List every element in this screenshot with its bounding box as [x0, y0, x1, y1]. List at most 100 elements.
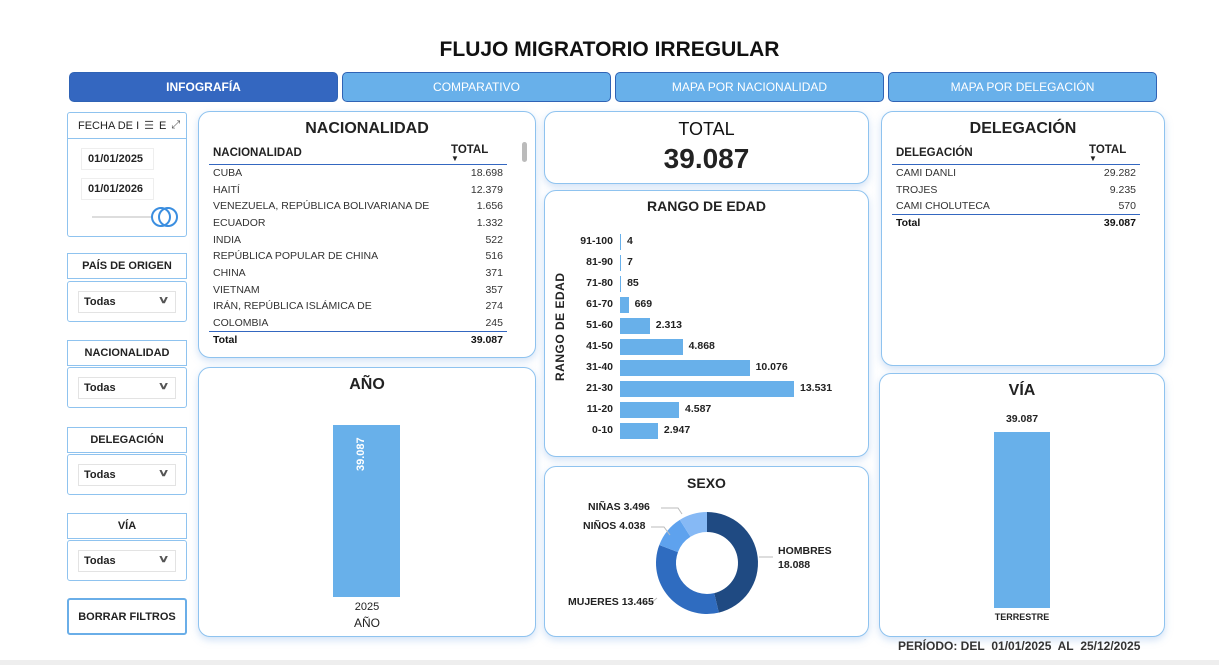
- rango-bar-21-30[interactable]: [620, 381, 794, 397]
- via-dropdown[interactable]: Todas ∨: [78, 550, 176, 572]
- pais-value: Todas: [84, 296, 116, 308]
- chevron-down-icon: ∨: [157, 554, 170, 565]
- end-date-input[interactable]: 01/01/2026: [81, 178, 154, 200]
- nacionalidad-slicer: Todas ∨: [67, 367, 187, 408]
- row-name: ECUADOR: [213, 216, 266, 229]
- start-date-input[interactable]: 01/01/2025: [81, 148, 154, 170]
- col-header-total[interactable]: TOTAL ▼: [1085, 142, 1140, 165]
- table-row[interactable]: HAITÍ 12.379: [209, 181, 507, 198]
- rango-value-label: 4.587: [684, 403, 712, 415]
- table-row[interactable]: VENEZUELA, REPÚBLICA BOLIVARIANA DE 1.656: [209, 198, 507, 215]
- chevron-down-icon: ∨: [157, 468, 170, 479]
- leader-line: [637, 597, 658, 604]
- sort-desc-icon: ▼: [451, 154, 459, 163]
- label-ninas: NIÑAS 3.496: [588, 501, 650, 513]
- rango-tick-label: 11-20: [586, 403, 613, 415]
- total-card: TOTAL 39.087: [544, 111, 869, 184]
- sexo-title: SEXO: [687, 475, 726, 491]
- rango-tick-label: 71-80: [586, 277, 613, 289]
- table-row[interactable]: TROJES 9.235: [892, 181, 1140, 198]
- delegacion-dropdown[interactable]: Todas ∨: [78, 464, 176, 486]
- donut-slice-mujeres[interactable]: [656, 545, 719, 614]
- table-row[interactable]: ECUADOR 1.332: [209, 215, 507, 232]
- donut-slice-hombres[interactable]: [707, 512, 759, 613]
- row-total: 516: [485, 250, 503, 263]
- date-slicer: FECHA DE I ☰ E ⤢ 01/01/2025 01/01/2026: [67, 112, 187, 237]
- periodo-start: 01/01/2025: [991, 639, 1052, 653]
- tab-mapa-delegacion[interactable]: MAPA POR DELEGACIÓN: [888, 72, 1157, 102]
- rango-tick-label: 91-100: [580, 235, 613, 247]
- row-total: 371: [485, 266, 503, 279]
- bottom-bar: [0, 660, 1219, 665]
- delegacion-slicer-label: DELEGACIÓN: [67, 427, 187, 453]
- table-row[interactable]: COLOMBIA 245: [209, 315, 507, 332]
- table-row[interactable]: IRÁN, REPÚBLICA ISLÁMICA DE 274: [209, 298, 507, 315]
- tab-mapa-nacionalidad[interactable]: MAPA POR NACIONALIDAD: [615, 72, 884, 102]
- rango-bar-31-40[interactable]: [620, 360, 750, 376]
- tab-infografia[interactable]: INFOGRAFÍA: [69, 72, 338, 102]
- anio-bar-2025[interactable]: 39.087: [333, 425, 400, 597]
- sexo-card: SEXO NIÑAS 3.496 NIÑOS 4.038 HOMBRES 18.0…: [544, 466, 869, 637]
- nacionalidad-dropdown[interactable]: Todas ∨: [78, 377, 176, 399]
- scrollbar[interactable]: [522, 142, 527, 162]
- row-name: CAMI CHOLUTECA: [896, 199, 990, 212]
- via-bar-label: 39.087: [1005, 413, 1039, 425]
- table-row[interactable]: CAMI DANLI 29.282: [892, 165, 1140, 182]
- clear-filters-button[interactable]: BORRAR FILTROS: [67, 598, 187, 635]
- pais-dropdown[interactable]: Todas ∨: [78, 291, 176, 313]
- col-header-total[interactable]: TOTAL ▼: [447, 142, 507, 165]
- rango-tick-label: 21-30: [586, 382, 613, 394]
- table-row[interactable]: CUBA 18.698: [209, 165, 507, 182]
- row-total: 357: [485, 283, 503, 296]
- date-range-track: [92, 216, 162, 218]
- row-name: CUBA: [213, 167, 243, 180]
- rango-bar-91-100[interactable]: [620, 234, 621, 250]
- total-label: Total: [892, 214, 1085, 232]
- row-total: 29.282: [1103, 167, 1136, 180]
- rango-value-label: 2.313: [655, 319, 683, 331]
- table-row[interactable]: CHINA 371: [209, 265, 507, 282]
- tab-comparativo[interactable]: COMPARATIVO: [342, 72, 611, 102]
- chevron-down-icon: ∨: [157, 381, 170, 392]
- donut-slice-niños[interactable]: [659, 519, 691, 553]
- focus-mode-icon[interactable]: ⤢: [171, 119, 181, 131]
- table-row[interactable]: CAMI CHOLUTECA 570: [892, 198, 1140, 215]
- periodo-al: AL: [1057, 639, 1074, 653]
- row-name: CAMI DANLI: [896, 167, 957, 180]
- filter-icon[interactable]: ☰: [144, 120, 154, 132]
- col-header-delegacion[interactable]: DELEGACIÓN: [892, 142, 1085, 165]
- rango-bar-11-20[interactable]: [620, 402, 679, 418]
- total-value: 39.087: [663, 143, 750, 174]
- date-slicer-label-extra: E: [159, 119, 167, 132]
- nacionalidad-card: NACIONALIDAD NACIONALIDAD TOTAL ▼ CUBA 18.6…: [198, 111, 536, 358]
- row-total: 570: [1118, 199, 1136, 212]
- via-value: Todas: [84, 555, 116, 567]
- donut-slice-niñas[interactable]: [679, 512, 707, 537]
- via-slicer-label: VÍA: [67, 513, 187, 539]
- rango-value-label: 10.076: [755, 361, 788, 373]
- rango-bar-61-70[interactable]: [620, 297, 629, 313]
- total-value: 39.087: [1085, 214, 1140, 232]
- table-row[interactable]: INDIA 522: [209, 231, 507, 248]
- rango-bar-51-60[interactable]: [620, 318, 650, 334]
- anio-tick-label: 2025: [354, 601, 380, 613]
- leader-line: [651, 526, 671, 536]
- rango-bar-71-80[interactable]: [620, 276, 622, 292]
- total-label: Total: [209, 330, 447, 349]
- delegacion-value: Todas: [84, 469, 116, 481]
- rango-bar-41-50[interactable]: [620, 339, 683, 355]
- row-name: INDIA: [213, 233, 242, 246]
- date-range-handle-end[interactable]: [158, 207, 178, 227]
- rango-edad-title: RANGO DE EDAD: [646, 198, 766, 214]
- rango-bar-81-90[interactable]: [620, 255, 621, 271]
- row-name: HAITÍ: [213, 183, 240, 196]
- table-row[interactable]: REPÚBLICA POPULAR DE CHINA 516: [209, 248, 507, 265]
- anio-bar-label: 39.087: [355, 437, 367, 471]
- row-total: 9.235: [1109, 183, 1136, 196]
- rango-bar-0-10[interactable]: [620, 423, 658, 439]
- via-bar-terrestre[interactable]: [994, 432, 1050, 608]
- delegacion-title: DELEGACIÓN: [969, 120, 1077, 137]
- col-header-nacionalidad[interactable]: NACIONALIDAD: [209, 142, 447, 165]
- table-row[interactable]: VIETNAM 357: [209, 281, 507, 298]
- row-name: REPÚBLICA POPULAR DE CHINA: [213, 250, 379, 263]
